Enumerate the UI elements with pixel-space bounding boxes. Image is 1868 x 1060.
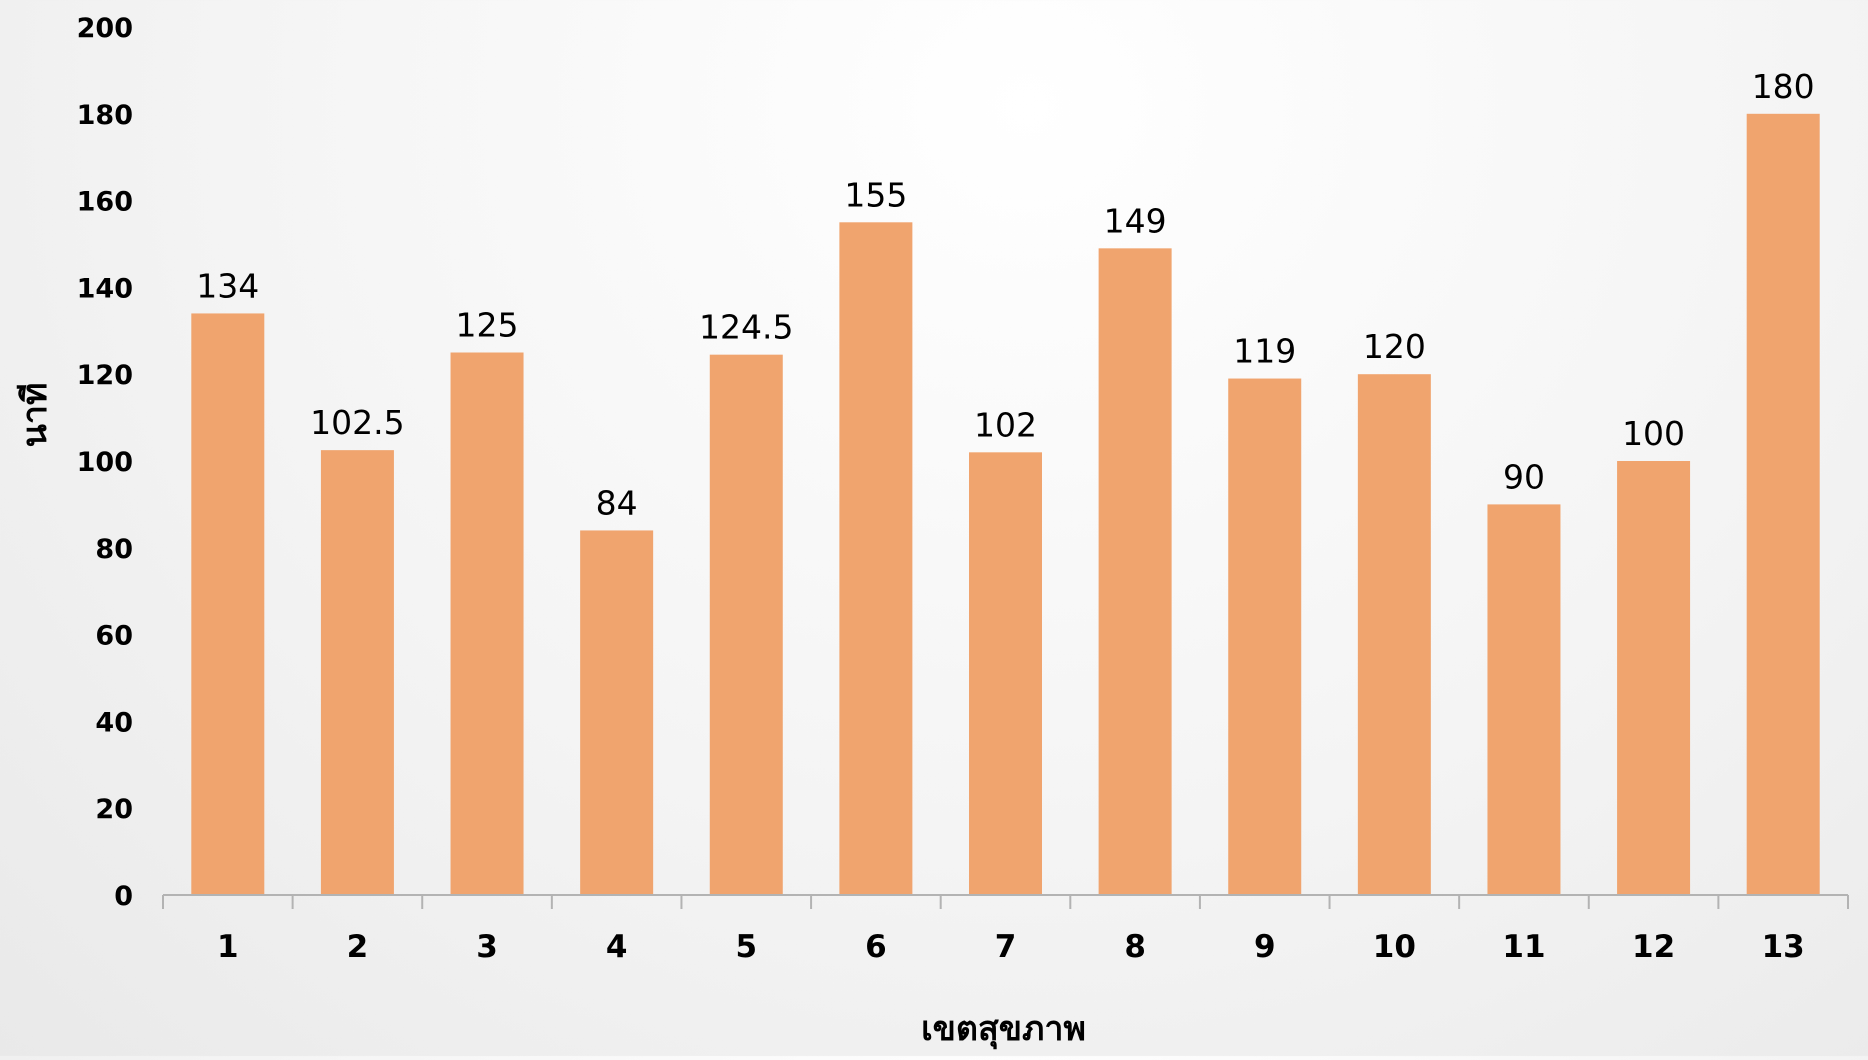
x-axis-tickmarks: [162, 895, 1849, 909]
bar: [709, 354, 783, 895]
y-axis-title: นาที: [15, 383, 55, 448]
data-label: 102.5: [310, 403, 404, 442]
data-label: 84: [596, 483, 638, 522]
bar: [1357, 374, 1431, 895]
data-label: 134: [196, 266, 259, 305]
x-tick-label: 7: [995, 929, 1017, 965]
data-label: 180: [1752, 67, 1815, 106]
y-tick-label: 140: [77, 273, 133, 304]
x-tick-label: 11: [1502, 929, 1545, 965]
data-label: 100: [1622, 414, 1685, 453]
data-labels: 134 102.5 125 84 124.5 155 102 149 119 120 90 100 18…: [196, 67, 1814, 523]
x-axis-title: เขตสุขภาพ: [921, 1009, 1086, 1050]
y-tick-label: 20: [95, 794, 133, 825]
x-tick-label: 10: [1373, 929, 1416, 965]
bar: [450, 352, 524, 895]
data-label: 120: [1363, 327, 1426, 366]
x-tick-label: 6: [865, 929, 887, 965]
bar: [320, 450, 394, 895]
data-label: 90: [1503, 457, 1545, 496]
x-tick-label: 5: [735, 929, 757, 965]
data-label: 149: [1104, 201, 1167, 240]
x-tick-label: 2: [347, 929, 369, 965]
y-tick-label: 60: [95, 621, 133, 652]
data-label: 124.5: [699, 308, 793, 347]
y-tick-label: 200: [77, 13, 133, 44]
y-tick-label: 160: [77, 187, 133, 218]
y-tick-label: 40: [95, 707, 133, 738]
x-tick-label: 4: [606, 929, 628, 965]
x-tick-label: 1: [217, 929, 239, 965]
data-label: 119: [1233, 332, 1296, 371]
bar: [1746, 113, 1820, 896]
x-tick-label: 8: [1124, 929, 1146, 965]
y-tick-label: 0: [114, 881, 133, 912]
bar: [1098, 248, 1172, 896]
bar-series: [191, 113, 1820, 896]
x-tick-label: 9: [1254, 929, 1276, 965]
y-axis-ticks: 0 20 40 60 80 100 120 140 160 180 200: [77, 13, 133, 912]
y-tick-label: 80: [95, 534, 133, 565]
y-tick-label: 180: [77, 100, 133, 131]
bar: [969, 452, 1042, 895]
x-tick-label: 13: [1762, 929, 1805, 965]
bar: [1228, 378, 1302, 895]
y-tick-label: 100: [77, 447, 133, 478]
data-label: 102: [974, 405, 1037, 444]
bar: [580, 530, 654, 895]
bar: [1617, 461, 1691, 895]
bar: [1487, 504, 1561, 895]
x-tick-label: 12: [1632, 929, 1675, 965]
x-axis-ticks: 1 2 3 4 5 6 7 8 9 10 11 12 13: [217, 929, 1805, 965]
y-tick-label: 120: [77, 360, 133, 391]
data-label: 155: [844, 175, 907, 214]
bar: [839, 222, 913, 896]
bar: [191, 313, 265, 895]
x-tick-label: 3: [476, 929, 498, 965]
data-label: 125: [456, 306, 519, 345]
